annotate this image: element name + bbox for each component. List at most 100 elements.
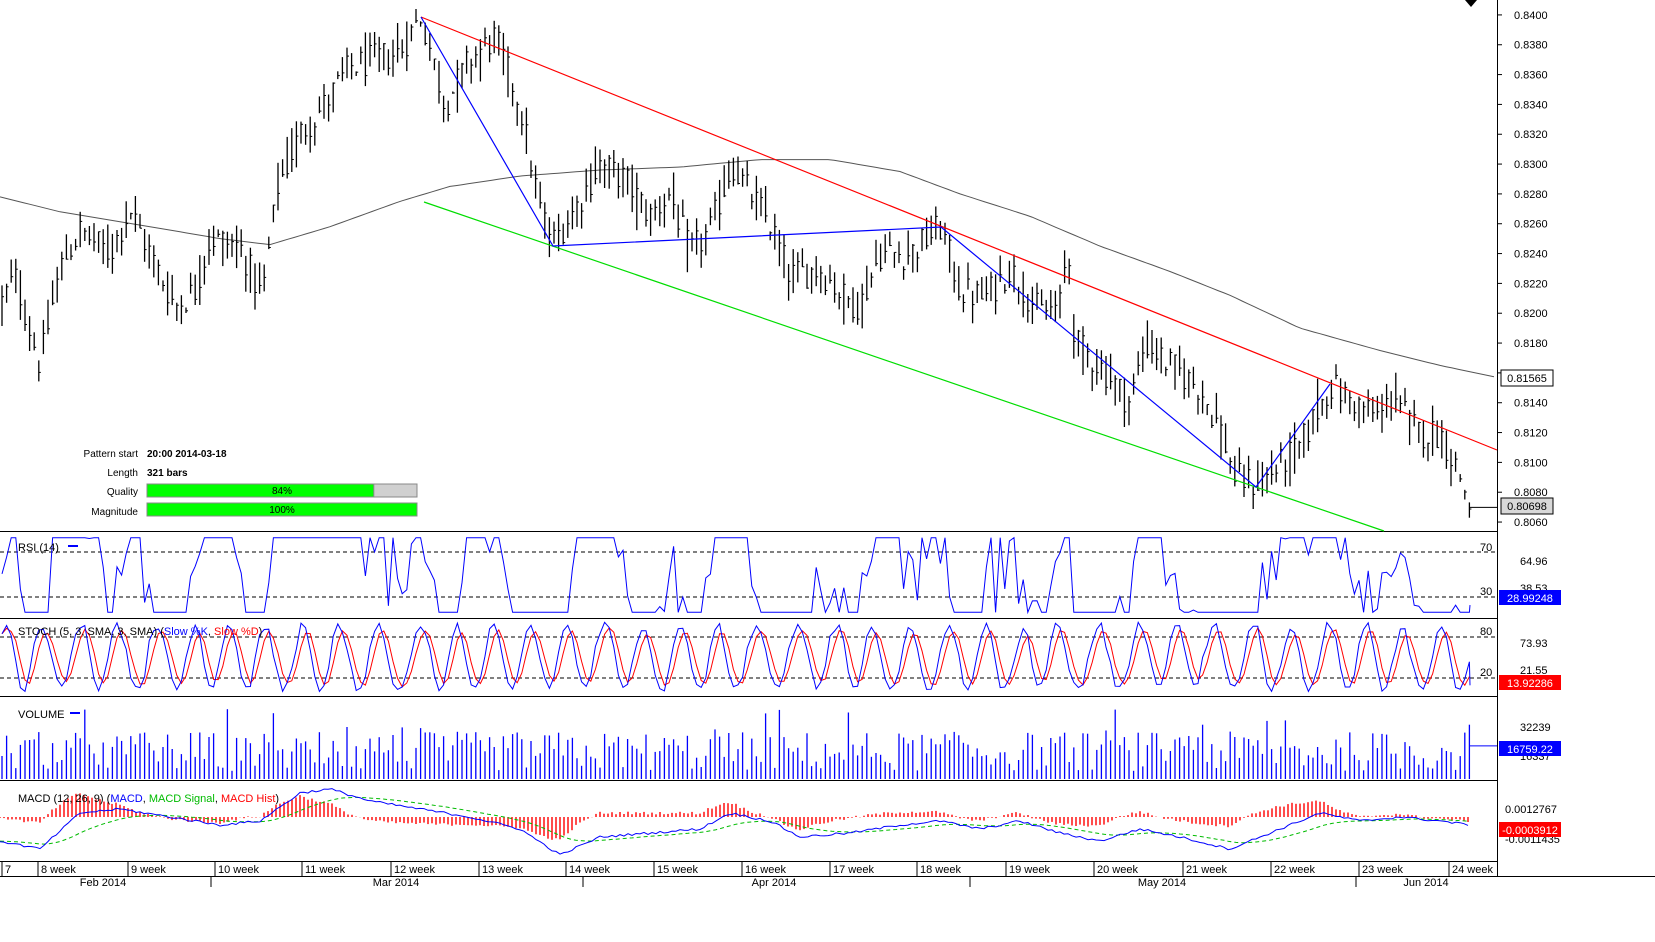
week-label: 16 week [745, 864, 786, 876]
price-tick-label: 0.8400 [1514, 10, 1548, 22]
moving-average-line [0, 159, 1495, 378]
time-axis: 7 8 week 9 week 10 week 11 week 12 week 13 wee… [1, 861, 1493, 889]
price-panel: 0.8400 0.8380 0.8360 0.8340 0.8320 0.8300 0.82… [0, 0, 1554, 532]
week-label: 11 week [305, 864, 346, 876]
rsi-label: RSI (14) [18, 542, 59, 554]
price-tick-label: 0.8120 [1514, 428, 1548, 440]
stoch-level-20-label: 20 [1480, 667, 1492, 679]
rsi-panel: 70 30 RSI (14) 64.96 38.53 28.99248 [0, 536, 1561, 615]
stoch-slow-d-line [1, 626, 1470, 688]
stoch-label: STOCH (5, 3, SMA, 3, SMA) (Slow %K, Slow… [18, 626, 262, 638]
rsi-tick-upper: 64.96 [1520, 556, 1548, 568]
price-tick-label: 0.8300 [1514, 159, 1548, 171]
volume-bars [1, 709, 1497, 779]
rsi-level-30-label: 30 [1480, 586, 1492, 598]
ma-price-label: 0.81565 [1507, 373, 1547, 385]
stoch-current-value: 13.92286 [1507, 678, 1553, 690]
macd-histogram [0, 793, 1469, 840]
scroll-marker-icon[interactable] [1465, 0, 1477, 7]
price-tick-label: 0.8200 [1514, 308, 1548, 320]
pattern-zigzag [420, 16, 1331, 488]
week-label: 19 week [1009, 864, 1050, 876]
pattern-magnitude-value: 100% [269, 505, 295, 516]
rsi-current-tag [1499, 590, 1561, 605]
macd-label-sep2: , [215, 793, 221, 805]
price-tick-label: 0.8240 [1514, 249, 1548, 261]
price-tick-label: 0.8100 [1514, 457, 1548, 469]
moving-average-path [0, 159, 1495, 378]
week-label: 21 week [1186, 864, 1227, 876]
week-label: 14 week [569, 864, 610, 876]
week-label: 10 week [218, 864, 259, 876]
stoch-label-sep: , [208, 626, 214, 638]
week-label: 15 week [657, 864, 698, 876]
week-label: 7 [5, 864, 11, 876]
pattern-quality-label: Quality [107, 487, 138, 498]
rsi-current-value: 28.99248 [1507, 593, 1553, 605]
last-price-tag: 0.80698 [1500, 497, 1554, 515]
pattern-magnitude-label: Magnitude [91, 507, 138, 518]
pattern-start-label: Pattern start [84, 449, 139, 460]
volume-panel: VOLUME 32239 16337 16759.22 [1, 709, 1561, 779]
month-label: Jun 2014 [1403, 877, 1448, 889]
stoch-label-k: Slow %K [164, 626, 209, 638]
month-label: Mar 2014 [373, 877, 419, 889]
price-tick-label: 0.8340 [1514, 99, 1548, 111]
pattern-quality-value: 84% [272, 486, 292, 497]
stoch-tick-lower: 21.55 [1520, 665, 1548, 677]
price-tick-label: 0.8140 [1514, 398, 1548, 410]
volume-label: VOLUME [18, 709, 64, 721]
week-label: 9 week [131, 864, 166, 876]
ma-price-tag: 0.81565 [1500, 369, 1554, 387]
macd-label: MACD (12, 26, 9) (MACD, MACD Signal, MAC… [18, 793, 279, 805]
channel-resistance-line [420, 16, 1498, 451]
stoch-tick-upper: 73.93 [1520, 638, 1548, 650]
week-label: 18 week [920, 864, 961, 876]
macd-label-signal: MACD Signal [149, 793, 215, 805]
macd-label-suffix: ) [275, 793, 279, 805]
stoch-label-prefix: STOCH (5, 3, SMA, 3, SMA) ( [18, 626, 164, 638]
macd-label-main: MACD [110, 793, 142, 805]
pattern-start-value: 20:00 2014-03-18 [147, 449, 227, 460]
month-label: May 2014 [1138, 877, 1186, 889]
price-tick-label: 0.8260 [1514, 219, 1548, 231]
month-label: Apr 2014 [752, 877, 797, 889]
week-label: 13 week [482, 864, 523, 876]
price-tick-label: 0.8280 [1514, 189, 1548, 201]
price-tick-label: 0.8180 [1514, 338, 1548, 350]
price-tick-label: 0.8320 [1514, 129, 1548, 141]
price-tick-label: 0.8380 [1514, 40, 1548, 52]
macd-current-tag [1499, 822, 1561, 837]
quality-bar-fill [146, 483, 375, 498]
macd-panel: MACD (12, 26, 9) (MACD, MACD Signal, MAC… [0, 788, 1561, 855]
price-tick-label: 0.8360 [1514, 70, 1548, 82]
volume-tick-upper: 32239 [1520, 722, 1551, 734]
stoch-slow-k-line [1, 620, 1471, 693]
volume-current-tag [1499, 741, 1561, 756]
stoch-label-d: Slow %D [214, 626, 259, 638]
week-label: 22 week [1274, 864, 1315, 876]
macd-label-sep1: , [143, 793, 149, 805]
week-label: 20 week [1097, 864, 1138, 876]
rsi-line [1, 536, 1471, 615]
macd-line [0, 788, 1469, 855]
stoch-label-suffix: ) [259, 626, 263, 638]
magnitude-bar-fill [146, 502, 418, 517]
macd-signal-line [0, 796, 1469, 845]
week-label: 23 week [1362, 864, 1403, 876]
price-tick-label: 0.8060 [1514, 517, 1548, 529]
pattern-info: Pattern start 20:00 2014-03-18 Length 32… [84, 449, 418, 518]
week-label: 12 week [394, 864, 435, 876]
macd-label-hist: MACD Hist [221, 793, 275, 805]
last-price-label: 0.80698 [1507, 501, 1547, 513]
week-label: 24 week [1452, 864, 1493, 876]
week-label: 17 week [833, 864, 874, 876]
pattern-length-value: 321 bars [147, 468, 188, 479]
price-tick-label: 0.8080 [1514, 487, 1548, 499]
macd-tick-upper: 0.0012767 [1505, 804, 1557, 816]
stoch-panel: 80 20 STOCH (5, 3, SMA, 3, SMA) (Slow %K… [0, 620, 1561, 693]
price-tick-label: 0.8220 [1514, 278, 1548, 290]
week-label: 8 week [41, 864, 76, 876]
